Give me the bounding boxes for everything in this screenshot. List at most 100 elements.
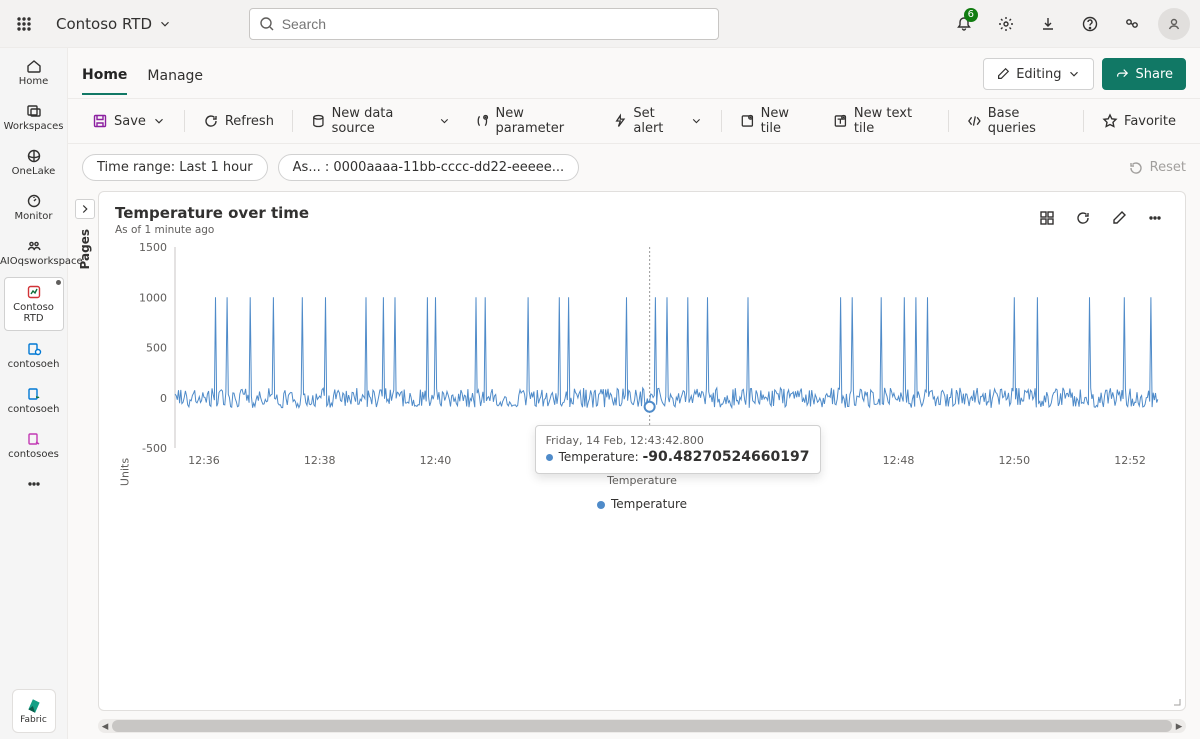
feedback-button[interactable] — [1114, 6, 1150, 42]
alert-icon — [613, 113, 628, 129]
rail-more[interactable] — [4, 470, 64, 500]
chevron-down-icon — [438, 114, 451, 128]
rail-label: contosoes — [8, 449, 59, 460]
topbar-actions: 6 — [946, 6, 1192, 42]
svg-text:0: 0 — [160, 392, 167, 405]
svg-text:12:40: 12:40 — [420, 454, 452, 467]
asset-pill[interactable]: As... : 0000aaaa-11bb-cccc-dd22-eeeee... — [278, 154, 580, 181]
rail-label: contosoeh — [8, 404, 60, 415]
scroll-left-arrow[interactable]: ◂ — [98, 719, 112, 733]
help-button[interactable] — [1072, 6, 1108, 42]
notifications-button[interactable]: 6 — [946, 6, 982, 42]
chart-zone: Units -50005001000150012:3612:3812:4012:… — [115, 242, 1169, 702]
edit-button[interactable] — [1105, 204, 1133, 232]
home-icon — [26, 58, 42, 74]
rail-workspace-aio[interactable]: myAIOqsworkspace — [4, 232, 64, 273]
rail-home[interactable]: Home — [4, 52, 64, 93]
svg-text:12:36: 12:36 — [188, 454, 220, 467]
explore-button[interactable] — [1033, 204, 1061, 232]
database-icon — [311, 113, 326, 129]
rail-contosoeh-1[interactable]: contosoeh — [4, 335, 64, 376]
more-button[interactable] — [1141, 204, 1169, 232]
rail-label: OneLake — [12, 166, 56, 177]
download-button[interactable] — [1030, 6, 1066, 42]
editing-dropdown[interactable]: Editing — [983, 58, 1094, 90]
rail-monitor[interactable]: Monitor — [4, 187, 64, 228]
share-icon — [1115, 67, 1129, 81]
tab-home[interactable]: Home — [82, 61, 127, 95]
parameter-icon — [475, 113, 490, 129]
chevron-down-icon — [158, 17, 172, 31]
save-button[interactable]: Save — [82, 105, 176, 137]
reset-label: Reset — [1150, 160, 1186, 175]
svg-text:500: 500 — [146, 342, 167, 355]
svg-text:12:52: 12:52 — [1114, 454, 1146, 467]
save-label: Save — [114, 114, 146, 129]
workspaces-icon — [26, 103, 42, 119]
rail-contosoes[interactable]: contosoes — [4, 425, 64, 466]
card-refresh-button[interactable] — [1069, 204, 1097, 232]
svg-text:1000: 1000 — [139, 291, 167, 304]
rail-label: contosoeh — [8, 359, 60, 370]
tab-manage[interactable]: Manage — [147, 62, 203, 94]
pages-rail: Pages — [72, 191, 98, 711]
favorite-button[interactable]: Favorite — [1092, 105, 1186, 137]
waffle-menu[interactable] — [8, 8, 40, 40]
chevron-right-icon — [78, 202, 92, 216]
tile-icon — [740, 113, 755, 129]
refresh-icon — [203, 113, 219, 129]
settings-button[interactable] — [988, 6, 1024, 42]
database-icon — [26, 341, 42, 357]
canvas: Pages Temperature over time As of 1 minu… — [68, 191, 1200, 719]
rail-workspaces[interactable]: Workspaces — [4, 97, 64, 138]
tooltip-dot — [546, 454, 553, 461]
rail-contoso-rtd[interactable]: Contoso RTD — [4, 277, 64, 331]
chevron-down-icon — [690, 114, 703, 128]
reset-button[interactable]: Reset — [1128, 160, 1186, 176]
rail-contosoeh-2[interactable]: contosoeh — [4, 380, 64, 421]
star-icon — [1102, 113, 1118, 129]
search-wrap — [249, 8, 719, 40]
save-icon — [92, 113, 108, 129]
editing-label: Editing — [1016, 67, 1061, 82]
share-label: Share — [1135, 67, 1173, 82]
refresh-icon — [1075, 210, 1091, 226]
rail-label: Monitor — [14, 211, 52, 222]
onelake-icon — [26, 148, 42, 164]
horizontal-scrollbar[interactable]: ◂ ▸ — [98, 719, 1186, 733]
workspace-dropdown[interactable]: Contoso RTD — [48, 11, 180, 37]
scrollbar-thumb[interactable] — [112, 720, 1172, 732]
code-icon — [967, 113, 982, 129]
set-alert-button[interactable]: Set alert — [603, 105, 713, 137]
account-button[interactable] — [1156, 6, 1192, 42]
svg-text:12:38: 12:38 — [304, 454, 336, 467]
card-subtitle: As of 1 minute ago — [115, 224, 309, 236]
fabric-switcher[interactable]: Fabric — [12, 689, 56, 733]
more-icon — [1147, 210, 1163, 226]
tooltip-timestamp: Friday, 14 Feb, 12:43:42.800 — [546, 434, 810, 447]
rail-label: myAIOqsworkspace — [0, 256, 83, 267]
avatar-icon — [1158, 8, 1190, 40]
rail-label: Workspaces — [4, 121, 64, 132]
tooltip-value: -90.48270524660197 — [643, 449, 810, 465]
new-parameter-button[interactable]: New parameter — [465, 105, 599, 137]
new-tile-button[interactable]: New tile — [730, 105, 819, 137]
pencil-icon — [1111, 210, 1127, 226]
chart-card: Temperature over time As of 1 minute ago… — [98, 191, 1186, 711]
base-queries-button[interactable]: Base queries — [957, 105, 1075, 137]
waffle-icon — [16, 16, 32, 32]
rail-label: Home — [19, 76, 49, 87]
share-button[interactable]: Share — [1102, 58, 1186, 90]
resize-handle-icon[interactable] — [1169, 694, 1181, 706]
scroll-right-arrow[interactable]: ▸ — [1172, 719, 1186, 733]
pages-expand-button[interactable] — [75, 199, 95, 219]
new-data-source-button[interactable]: New data source — [301, 105, 461, 137]
time-range-pill[interactable]: Time range: Last 1 hour — [82, 154, 268, 181]
refresh-button[interactable]: Refresh — [193, 105, 284, 137]
help-icon — [1082, 16, 1098, 32]
download-icon — [1040, 16, 1056, 32]
new-text-tile-button[interactable]: New text tile — [823, 105, 940, 137]
search-input[interactable] — [249, 8, 719, 40]
np-label: New parameter — [495, 106, 588, 136]
rail-onelake[interactable]: OneLake — [4, 142, 64, 183]
